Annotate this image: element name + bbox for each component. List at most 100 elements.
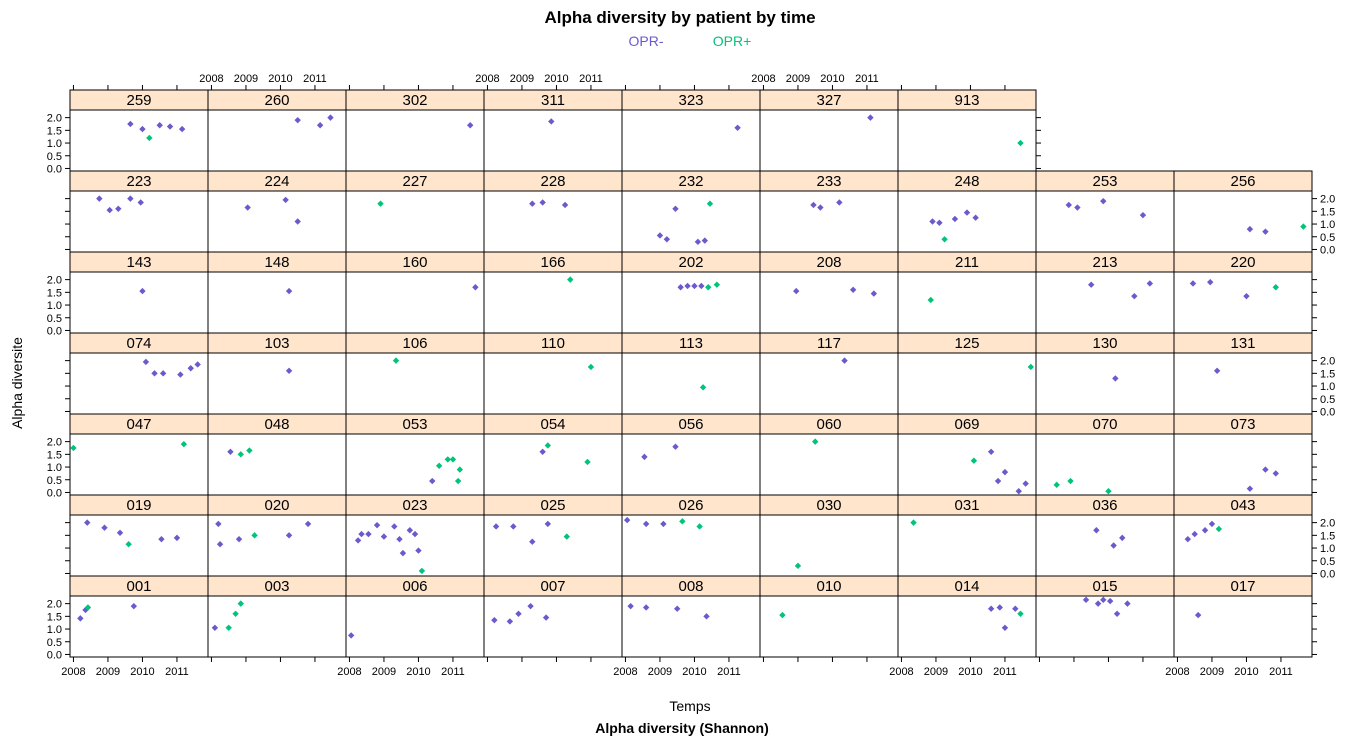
point-106-0 bbox=[392, 357, 400, 364]
point-323-0 bbox=[734, 124, 741, 131]
panel-008: 008 bbox=[621, 575, 761, 658]
point-232-5 bbox=[706, 200, 714, 207]
y-tick-label-0-4: 2.0 bbox=[47, 599, 62, 611]
strip-label-025: 025 bbox=[540, 497, 565, 514]
strip-label-053: 053 bbox=[402, 416, 427, 433]
plot-frame-232 bbox=[621, 190, 761, 253]
plot-frame-060 bbox=[759, 433, 899, 496]
strip-label-131: 131 bbox=[1230, 335, 1255, 352]
x-tick-label-b-2-2: 2010 bbox=[406, 666, 430, 678]
plot-frame-069 bbox=[897, 433, 1037, 496]
point-253-0 bbox=[1065, 201, 1072, 209]
point-130-0 bbox=[1112, 375, 1119, 382]
x-tick-label-t-3-0: 2008 bbox=[475, 73, 499, 85]
point-023-6 bbox=[396, 535, 403, 543]
plot-frame-053 bbox=[345, 433, 485, 496]
point-069-2 bbox=[994, 477, 1002, 485]
x-tick-label-t-5-1: 2009 bbox=[786, 73, 810, 85]
point-233-2 bbox=[836, 199, 843, 206]
point-248-4 bbox=[963, 209, 971, 216]
point-248-3 bbox=[951, 215, 959, 223]
y-tick-label-4-4: 2.0 bbox=[47, 275, 62, 287]
point-003-2 bbox=[232, 610, 239, 617]
panel-233: 233 bbox=[759, 170, 899, 253]
point-006-0 bbox=[347, 632, 355, 639]
point-259-4 bbox=[166, 123, 174, 130]
point-007-3 bbox=[527, 602, 534, 610]
panel-253: 253 bbox=[1035, 170, 1175, 253]
point-053-2 bbox=[444, 456, 451, 463]
point-074-2 bbox=[159, 370, 167, 377]
point-913-0 bbox=[1017, 139, 1024, 147]
point-020-4 bbox=[285, 532, 293, 539]
plot-frame-056 bbox=[621, 433, 761, 496]
point-015-5 bbox=[1124, 600, 1131, 607]
x-tick-label-b-8-3: 2011 bbox=[1269, 666, 1293, 678]
y-tick-label-3-1: 0.5 bbox=[1320, 394, 1335, 406]
point-074-4 bbox=[187, 365, 194, 372]
panel-311: 311 bbox=[483, 89, 623, 172]
legend-label-opr-pos: OPR+ bbox=[713, 33, 752, 49]
plot-frame-025 bbox=[483, 514, 623, 577]
point-056-1 bbox=[672, 443, 679, 450]
point-103-0 bbox=[285, 367, 293, 374]
point-023-11 bbox=[418, 567, 426, 575]
point-014-2 bbox=[1001, 624, 1009, 631]
plot-frame-103 bbox=[207, 352, 347, 415]
y-tick-label-5-4: 2.0 bbox=[1320, 194, 1335, 206]
chart-subtitle: Alpha diversity (Shannon) bbox=[595, 720, 768, 736]
point-026-3 bbox=[679, 518, 686, 525]
y-tick-label-1-4: 2.0 bbox=[1320, 518, 1335, 530]
plot-frame-166 bbox=[483, 271, 623, 334]
point-048-0 bbox=[227, 448, 234, 455]
strip-label-213: 213 bbox=[1092, 254, 1117, 271]
y-tick-label-3-4: 2.0 bbox=[1320, 356, 1335, 368]
plot-frame-023 bbox=[345, 514, 485, 577]
point-023-1 bbox=[358, 530, 365, 538]
x-tick-label-t-1-3: 2011 bbox=[303, 73, 327, 85]
panel-031: 031 bbox=[897, 494, 1037, 577]
panel-007: 007 bbox=[483, 575, 623, 658]
point-054-1 bbox=[544, 442, 552, 449]
panel-327: 327 bbox=[759, 89, 899, 172]
strip-label-056: 056 bbox=[678, 416, 703, 433]
x-axis-label: Temps bbox=[669, 698, 710, 714]
panel-074: 074 bbox=[69, 332, 209, 415]
panel-020: 020 bbox=[207, 494, 347, 577]
point-001-2 bbox=[84, 604, 92, 611]
x-tick-label-b-0-2: 2010 bbox=[130, 666, 154, 678]
strip-label-014: 014 bbox=[954, 578, 979, 595]
panel-060: 060 bbox=[759, 413, 899, 496]
point-001-1 bbox=[82, 606, 89, 614]
x-tick-label-b-4-2: 2010 bbox=[682, 666, 706, 678]
y-tick-label-2-3: 1.5 bbox=[47, 449, 62, 461]
strip-label-019: 019 bbox=[126, 497, 151, 514]
y-tick-label-2-1: 0.5 bbox=[47, 475, 62, 487]
point-073-1 bbox=[1262, 466, 1269, 473]
panel-117: 117 bbox=[759, 332, 899, 415]
panel-001: 001 bbox=[69, 575, 209, 658]
point-003-3 bbox=[237, 600, 244, 607]
point-131-0 bbox=[1213, 367, 1221, 374]
point-213-2 bbox=[1146, 280, 1154, 287]
point-060-0 bbox=[812, 438, 819, 445]
x-tick-label-b-4-0: 2008 bbox=[613, 666, 637, 678]
point-259-3 bbox=[156, 122, 163, 129]
panel-213: 213 bbox=[1035, 251, 1175, 334]
strip-label-248: 248 bbox=[954, 173, 979, 190]
strip-label-260: 260 bbox=[264, 92, 289, 109]
point-223-2 bbox=[115, 205, 122, 212]
y-tick-label-0-2: 1.0 bbox=[47, 624, 62, 636]
point-224-0 bbox=[244, 204, 251, 211]
x-tick-label-b-4-3: 2011 bbox=[717, 666, 741, 678]
point-036-1 bbox=[1110, 542, 1117, 549]
x-tick-label-b-8-0: 2008 bbox=[1165, 666, 1189, 678]
point-228-2 bbox=[561, 201, 569, 209]
point-023-0 bbox=[354, 537, 362, 544]
point-208-0 bbox=[793, 287, 800, 295]
y-tick-label-4-0: 0.0 bbox=[47, 325, 62, 337]
panel-056: 056 bbox=[621, 413, 761, 496]
point-259-0 bbox=[127, 120, 134, 128]
point-074-1 bbox=[151, 370, 158, 377]
point-015-4 bbox=[1113, 610, 1121, 617]
